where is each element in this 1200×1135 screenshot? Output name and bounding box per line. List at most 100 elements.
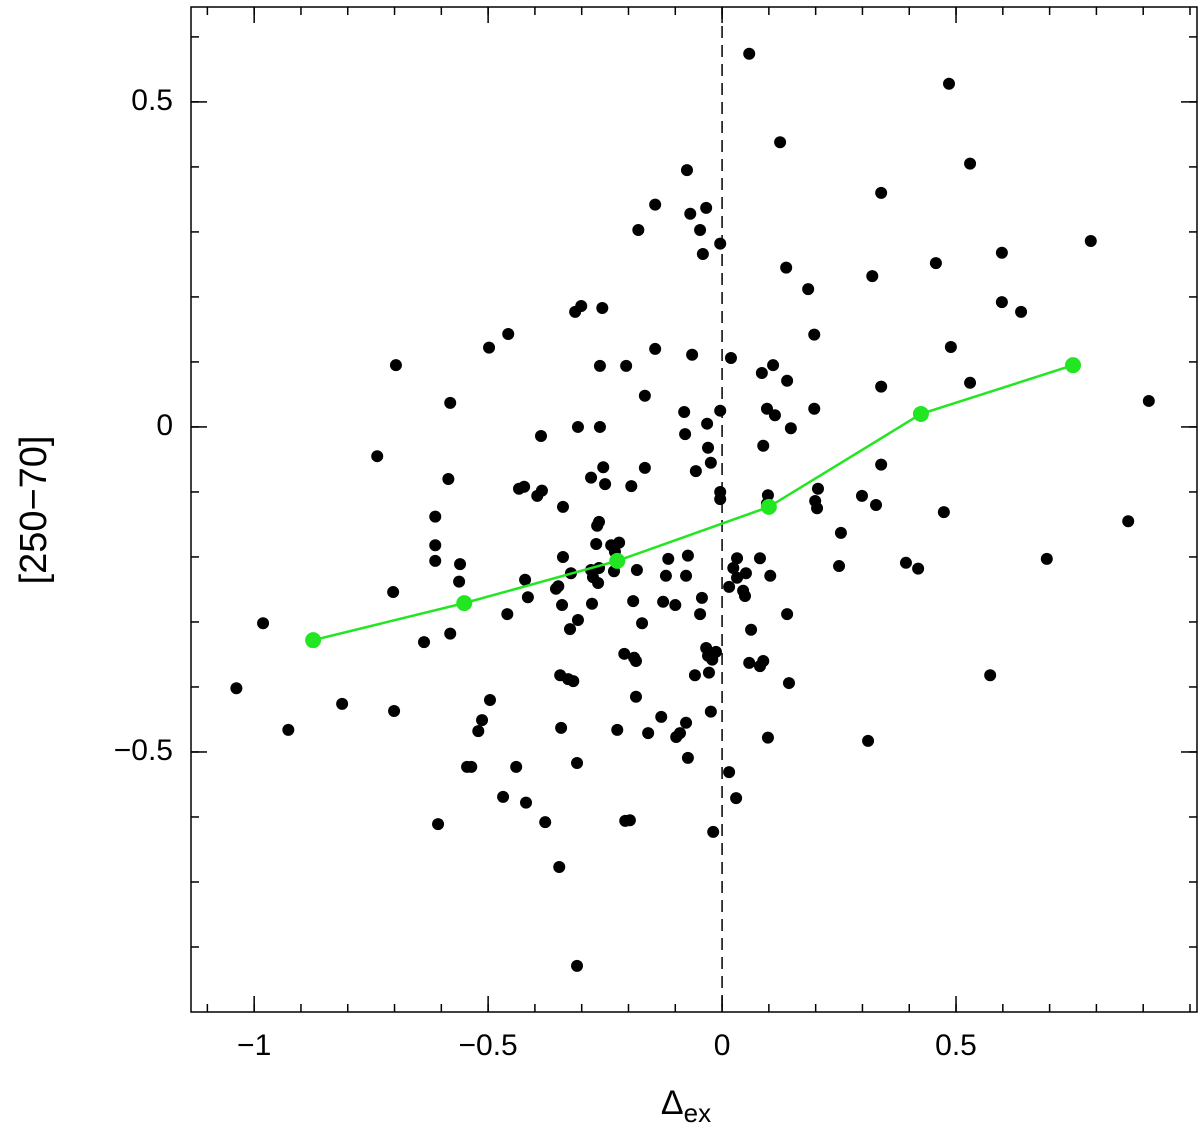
data-point [782, 677, 795, 690]
data-point [714, 493, 727, 506]
data-point [518, 480, 531, 493]
data-point [943, 77, 956, 90]
data-point [429, 539, 442, 552]
data-point [534, 430, 547, 443]
data-point [442, 472, 455, 485]
data-point [739, 589, 752, 602]
data-point [714, 237, 727, 250]
data-point [702, 441, 715, 454]
data-point [680, 716, 693, 729]
data-point [629, 690, 642, 703]
data-point [739, 567, 752, 580]
data-point [371, 450, 384, 463]
data-point [753, 552, 766, 565]
data-point [695, 591, 708, 604]
x-label-sub: ex [684, 1098, 711, 1128]
data-point [784, 422, 797, 435]
data-point [808, 402, 821, 415]
data-point [781, 608, 794, 621]
data-point [571, 420, 584, 433]
data-point [571, 757, 584, 770]
data-point [995, 296, 1008, 309]
data-point [519, 573, 532, 586]
x-tick-label: −1 [237, 1029, 271, 1062]
data-point [937, 506, 950, 519]
data-point [669, 599, 682, 612]
data-point [282, 723, 295, 736]
data-point [680, 164, 693, 177]
data-point [768, 409, 781, 422]
data-point [596, 301, 609, 314]
data-point [702, 666, 715, 679]
data-point [429, 554, 442, 567]
y-axis-label: [250−70] [13, 436, 55, 585]
data-point [743, 656, 756, 669]
data-point [688, 669, 701, 682]
data-point [556, 599, 569, 612]
data-point [757, 439, 770, 452]
data-point [700, 201, 713, 214]
y-tick-label: 0 [156, 409, 173, 442]
data-point [670, 731, 683, 744]
data-point [681, 549, 694, 562]
data-point [761, 731, 774, 744]
data-point [723, 766, 736, 779]
trend-point [305, 632, 322, 649]
data-point [585, 471, 598, 484]
data-point [444, 396, 457, 409]
data-point [556, 550, 569, 563]
data-point [707, 825, 720, 838]
data-point [630, 563, 643, 576]
data-point [569, 305, 582, 318]
data-point [1040, 552, 1053, 565]
data-point [636, 617, 649, 630]
data-point [834, 526, 847, 539]
data-point [802, 283, 815, 296]
data-point [912, 562, 925, 575]
data-point [564, 623, 577, 636]
data-point [655, 710, 668, 723]
data-point [730, 792, 743, 805]
data-point [681, 751, 694, 764]
data-point [549, 582, 562, 595]
data-point [483, 341, 496, 354]
data-point [704, 705, 717, 718]
x-axis-label: Δex [661, 1084, 711, 1128]
data-point [230, 682, 243, 695]
data-point [780, 261, 793, 274]
data-point [704, 456, 717, 469]
y-tick-label: −0.5 [114, 734, 173, 767]
data-point [694, 608, 707, 621]
data-point [1122, 515, 1135, 528]
data-point [866, 270, 879, 283]
data-point [696, 248, 709, 261]
data-point [689, 465, 702, 478]
data-point [745, 623, 758, 636]
data-point [811, 482, 824, 495]
data-point [899, 556, 912, 569]
trend-point [912, 405, 929, 422]
plot-frame [190, 6, 1198, 1013]
data-point [432, 818, 445, 831]
data-point [627, 595, 640, 608]
data-point [760, 402, 773, 415]
data-point [629, 654, 642, 667]
data-point [618, 647, 631, 660]
data-point [389, 359, 402, 372]
data-point [620, 359, 633, 372]
data-point [774, 136, 787, 149]
data-point [649, 342, 662, 355]
data-point [388, 705, 401, 718]
data-point [531, 489, 544, 502]
y-tick-label: 0.5 [131, 84, 173, 117]
data-point [694, 223, 707, 236]
data-point [520, 796, 533, 809]
data-point [590, 537, 603, 550]
data-point [808, 328, 821, 341]
data-point [1084, 235, 1097, 248]
trend-point [1065, 357, 1082, 374]
data-point [731, 552, 744, 565]
data-point [387, 586, 400, 599]
data-point [767, 359, 780, 372]
data-point [483, 693, 496, 706]
